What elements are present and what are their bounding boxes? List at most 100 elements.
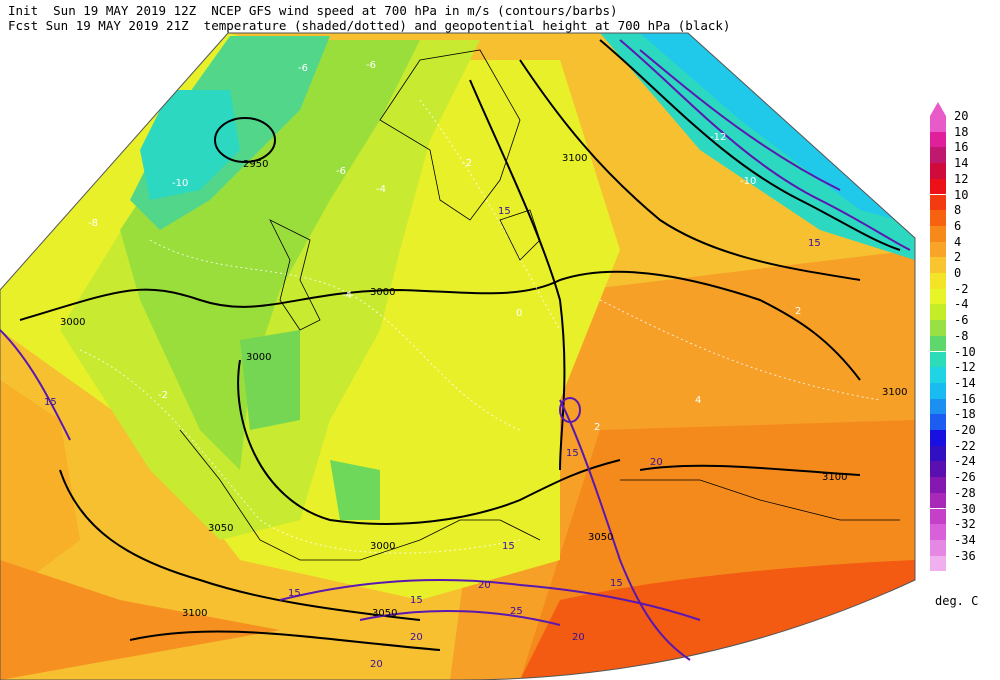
colorbar-label: -32 <box>954 517 976 532</box>
temperature-labels: -6 -6 -10 -8 -6 -4 -2 0 2 4 -4 -2 2 -12 … <box>88 60 801 433</box>
colorbar-label: -16 <box>954 391 976 406</box>
height-labels: 2950 3000 3000 3000 3050 3000 3050 3100 … <box>60 153 907 619</box>
colorbar-swatch <box>930 225 946 242</box>
height-label: 3100 <box>822 472 847 483</box>
colorbar-swatch <box>930 414 946 430</box>
colorbar-label: 18 <box>954 124 969 139</box>
colorbar-swatch <box>930 524 946 540</box>
header-line-forecast: Fcst Sun 19 MAY 2019 21Z temperature (sh… <box>8 18 731 33</box>
height-label: 3050 <box>372 608 397 619</box>
height-label: 3100 <box>562 153 587 164</box>
colorbar-label: -4 <box>954 297 969 312</box>
temp-label: -10 <box>740 176 756 187</box>
temp-label: -12 <box>710 132 726 143</box>
height-label: 3000 <box>60 317 85 328</box>
temp-label: -10 <box>172 178 188 189</box>
height-label: 2950 <box>243 159 268 170</box>
wind-labels: 15 15 15 15 15 15 20 20 20 20 25 20 15 1… <box>44 206 821 670</box>
colorbar-swatch <box>930 445 946 462</box>
temp-label: 2 <box>795 306 801 317</box>
wind-label: 25 <box>510 606 523 617</box>
colorbar-swatch <box>930 288 946 305</box>
height-label: 3050 <box>588 532 613 543</box>
height-label: 3000 <box>246 352 271 363</box>
wind-label: 20 <box>370 659 383 670</box>
colorbar-swatch <box>930 178 946 195</box>
colorbar-swatch <box>930 241 946 258</box>
colorbar-label: -28 <box>954 485 976 500</box>
wind-label: 20 <box>572 632 585 643</box>
colorbar-label: 12 <box>954 171 969 186</box>
temp-label: -6 <box>298 63 308 74</box>
wind-label: 20 <box>410 632 423 643</box>
colorbar-swatch <box>930 461 946 478</box>
colorbar-swatch <box>930 335 946 352</box>
colorbar-label: 0 <box>954 266 962 280</box>
colorbar-label: -18 <box>954 407 976 422</box>
colorbar-label: -20 <box>954 423 976 437</box>
colorbar-swatch <box>930 555 946 572</box>
colorbar-swatch <box>930 382 946 399</box>
height-label: 3050 <box>208 523 233 534</box>
colorbar-swatch <box>930 351 946 368</box>
wind-label: 15 <box>610 578 623 589</box>
wind-label: 15 <box>288 588 301 599</box>
temp-label: 4 <box>695 395 701 406</box>
temp-label: -2 <box>158 390 168 401</box>
colorbar-swatch <box>930 492 946 509</box>
wind-label: 15 <box>44 397 57 408</box>
temp-label: -8 <box>88 218 98 229</box>
colorbar-label: -8 <box>954 328 969 343</box>
temp-label: -4 <box>342 290 352 301</box>
colorbar-swatch <box>930 320 946 336</box>
colorbar-swatch <box>930 367 946 383</box>
coastlines <box>179 49 900 561</box>
temperature-colorbar: 20 18 16 14 12 10 8 6 4 2 0 -2 -4 -6 -8 -10 -12 -14 -16 -18… <box>930 102 988 572</box>
temperature-isotherms <box>79 99 881 554</box>
colorbar-label: 2 <box>954 250 962 265</box>
colorbar-label: 4 <box>954 234 962 249</box>
height-contours <box>19 39 901 651</box>
wind-contours <box>0 39 911 661</box>
wind-label: 15 <box>410 595 423 606</box>
temp-label: 2 <box>594 422 600 433</box>
colorbar-swatch <box>930 194 946 211</box>
wind-label: 15 <box>566 448 579 459</box>
colorbar-swatch <box>930 430 946 446</box>
wind-label: 20 <box>650 457 663 468</box>
height-label: 3100 <box>882 387 907 398</box>
wind-label: 15 <box>808 238 821 249</box>
wind-label: 15 <box>502 541 515 552</box>
colorbar-label: 16 <box>954 140 969 155</box>
colorbar-label: -26 <box>954 470 976 485</box>
temp-label: -6 <box>336 166 346 177</box>
wind-label: 20 <box>478 580 491 591</box>
colorbar-label: -14 <box>954 375 976 390</box>
colorbar-label: -10 <box>954 344 976 359</box>
colorbar-swatch <box>930 147 946 164</box>
colorbar-swatch <box>930 539 946 556</box>
height-label: 3000 <box>370 287 395 298</box>
colorbar-label: -2 <box>954 281 969 296</box>
wind-label: 15 <box>498 206 511 217</box>
colorbar-label: 20 <box>954 109 969 123</box>
temp-label: 0 <box>516 308 522 319</box>
height-label: 3100 <box>182 608 207 619</box>
temp-label: -2 <box>462 158 472 169</box>
colorbar-swatch <box>930 131 946 148</box>
colorbar-swatch <box>930 210 946 226</box>
colorbar-label: -30 <box>954 501 976 516</box>
colorbar-label: -24 <box>954 454 976 469</box>
colorbar-label: -6 <box>954 313 969 328</box>
colorbar-swatch <box>930 304 946 321</box>
colorbar-arrow-icon <box>930 102 946 116</box>
colorbar-label: 8 <box>954 203 962 218</box>
height-label: 3000 <box>370 541 395 552</box>
colorbar-label: -22 <box>954 438 976 453</box>
colorbar-label: -36 <box>954 548 976 563</box>
colorbar-swatch <box>930 508 946 525</box>
header-line-init: Init Sun 19 MAY 2019 12Z NCEP GFS wind s… <box>8 3 618 18</box>
colorbar-label: -12 <box>954 360 976 375</box>
